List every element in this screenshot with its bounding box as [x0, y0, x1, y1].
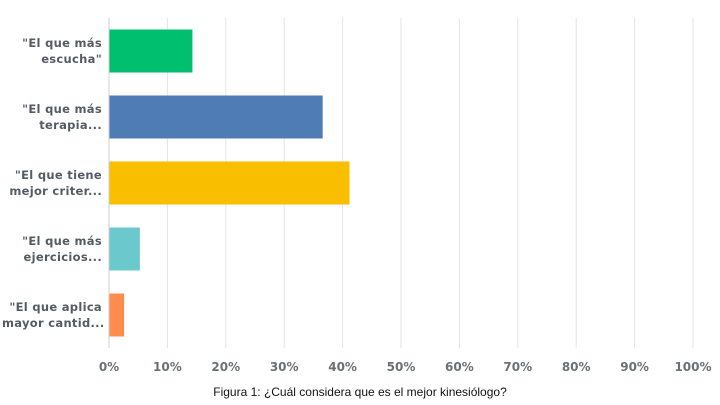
- category-label: "El que más ejercicios...: [2, 233, 102, 265]
- category-label-line: "El que aplica: [9, 300, 102, 314]
- category-label: "El que tiene mejor criter...: [2, 167, 102, 199]
- x-tick-label: 70%: [503, 360, 533, 374]
- x-tick-label: 90%: [620, 360, 649, 374]
- bar: [109, 227, 140, 271]
- category-label-line: "El que tiene: [14, 168, 102, 182]
- bar: [109, 95, 323, 139]
- category-label-line: mayor cantid...: [2, 316, 105, 330]
- category-label-line: terapia...: [39, 118, 102, 132]
- x-tick-label: 40%: [328, 360, 357, 374]
- category-label-line: "El que más: [22, 102, 102, 116]
- x-tick-label: 0%: [98, 360, 120, 374]
- category-label-line: escucha": [41, 52, 102, 66]
- bar: [109, 161, 350, 205]
- category-label-line: "El que más: [22, 234, 102, 248]
- x-tick-label: 50%: [386, 360, 416, 374]
- bar: [109, 293, 125, 337]
- bars: [109, 29, 350, 337]
- figure-caption: Figura 1: ¿Cuál considera que es el mejo…: [213, 385, 507, 399]
- category-label-line: "El que más: [22, 36, 102, 50]
- x-tick-label: 80%: [561, 360, 591, 374]
- category-label: "El que más terapia...: [2, 101, 102, 133]
- category-label-line: mejor criter...: [9, 184, 102, 198]
- gridlines: [166, 18, 694, 348]
- x-tick-label: 100%: [674, 360, 712, 374]
- x-tick-label: 30%: [269, 360, 299, 374]
- x-tick-label: 60%: [445, 360, 474, 374]
- category-label: "El que aplica mayor cantid...: [2, 299, 105, 331]
- category-label-line: ejercicios...: [23, 250, 102, 264]
- bar: [109, 29, 193, 73]
- x-tick-label: 10%: [153, 360, 182, 374]
- x-tick-label: 20%: [211, 360, 241, 374]
- category-label: "El que más escucha": [2, 35, 102, 67]
